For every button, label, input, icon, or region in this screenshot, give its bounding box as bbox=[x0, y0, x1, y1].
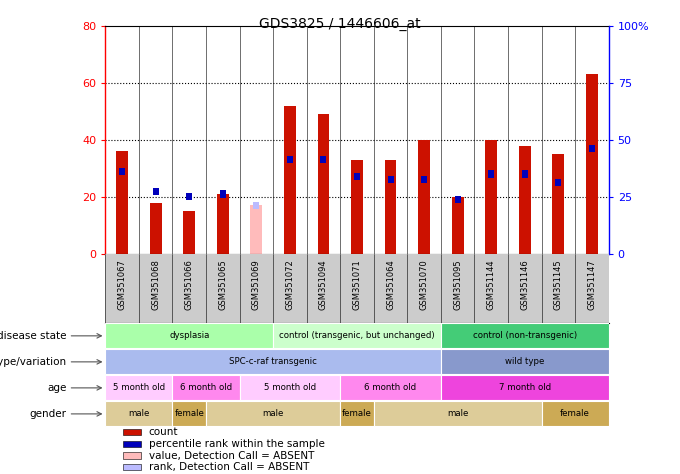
Text: gender: gender bbox=[30, 409, 67, 419]
Text: GSM351072: GSM351072 bbox=[286, 259, 294, 310]
Text: control (transgenic, but unchanged): control (transgenic, but unchanged) bbox=[279, 331, 435, 340]
Text: female: female bbox=[342, 410, 372, 419]
Bar bbox=[586, 74, 598, 254]
Text: wild type: wild type bbox=[505, 357, 545, 366]
Bar bbox=[184, 211, 195, 254]
Bar bbox=[239, 375, 340, 401]
Bar bbox=[217, 194, 228, 254]
Text: dysplasia: dysplasia bbox=[169, 331, 209, 340]
Bar bbox=[354, 173, 360, 181]
Bar bbox=[374, 401, 541, 427]
Bar bbox=[186, 193, 192, 201]
Text: age: age bbox=[48, 383, 67, 393]
Text: GSM351066: GSM351066 bbox=[185, 259, 194, 310]
Text: 5 month old: 5 month old bbox=[113, 383, 165, 392]
Bar bbox=[421, 176, 427, 183]
Bar bbox=[589, 145, 595, 152]
Bar bbox=[123, 441, 141, 447]
Text: SPC-c-raf transgenic: SPC-c-raf transgenic bbox=[229, 357, 317, 366]
Text: GSM351069: GSM351069 bbox=[252, 259, 261, 310]
Bar bbox=[486, 140, 497, 254]
Text: female: female bbox=[174, 410, 204, 419]
Text: genotype/variation: genotype/variation bbox=[0, 357, 67, 367]
Text: GSM351068: GSM351068 bbox=[151, 259, 160, 310]
Text: GSM351146: GSM351146 bbox=[520, 259, 529, 310]
Text: rank, Detection Call = ABSENT: rank, Detection Call = ABSENT bbox=[148, 462, 309, 472]
Text: GSM351144: GSM351144 bbox=[487, 259, 496, 310]
Bar bbox=[552, 154, 564, 254]
Bar bbox=[105, 349, 441, 374]
Text: male: male bbox=[129, 410, 150, 419]
Text: GSM351147: GSM351147 bbox=[588, 259, 596, 310]
Bar bbox=[153, 188, 158, 195]
Text: male: male bbox=[262, 410, 284, 419]
Text: GSM351095: GSM351095 bbox=[453, 259, 462, 310]
Bar bbox=[418, 140, 430, 254]
Text: GSM351145: GSM351145 bbox=[554, 259, 563, 310]
Bar bbox=[123, 452, 141, 459]
Text: disease state: disease state bbox=[0, 331, 67, 341]
Bar bbox=[441, 349, 609, 374]
Bar bbox=[220, 191, 226, 198]
Bar bbox=[441, 375, 609, 401]
Text: count: count bbox=[148, 427, 178, 438]
Bar bbox=[105, 323, 273, 348]
Text: GDS3825 / 1446606_at: GDS3825 / 1446606_at bbox=[259, 17, 421, 31]
Text: GSM351094: GSM351094 bbox=[319, 259, 328, 310]
Bar bbox=[522, 171, 528, 178]
Bar bbox=[340, 401, 374, 427]
Bar bbox=[150, 202, 162, 254]
Bar bbox=[284, 106, 296, 254]
Bar bbox=[340, 375, 441, 401]
Bar bbox=[250, 205, 262, 254]
Bar bbox=[318, 114, 329, 254]
Text: GSM351065: GSM351065 bbox=[218, 259, 227, 310]
Bar bbox=[320, 156, 326, 164]
Text: control (non-transgenic): control (non-transgenic) bbox=[473, 331, 577, 340]
Bar bbox=[206, 401, 340, 427]
Bar bbox=[519, 146, 530, 254]
Text: GSM351071: GSM351071 bbox=[352, 259, 362, 310]
Bar bbox=[455, 196, 460, 203]
Bar bbox=[385, 160, 396, 254]
Text: female: female bbox=[560, 410, 590, 419]
Bar bbox=[441, 323, 609, 348]
Bar bbox=[123, 464, 141, 470]
Bar bbox=[488, 171, 494, 178]
Bar bbox=[273, 323, 441, 348]
Bar bbox=[173, 401, 206, 427]
Text: 6 month old: 6 month old bbox=[364, 383, 417, 392]
Bar bbox=[173, 375, 239, 401]
Bar bbox=[105, 375, 173, 401]
Text: male: male bbox=[447, 410, 469, 419]
Bar bbox=[541, 401, 609, 427]
Text: 6 month old: 6 month old bbox=[180, 383, 232, 392]
Text: percentile rank within the sample: percentile rank within the sample bbox=[148, 439, 324, 449]
Text: GSM351064: GSM351064 bbox=[386, 259, 395, 310]
Text: 7 month old: 7 month old bbox=[498, 383, 551, 392]
Bar bbox=[254, 202, 259, 209]
Bar bbox=[452, 197, 464, 254]
Bar bbox=[123, 429, 141, 436]
Bar bbox=[116, 151, 128, 254]
Bar bbox=[119, 168, 125, 175]
Text: value, Detection Call = ABSENT: value, Detection Call = ABSENT bbox=[148, 450, 314, 461]
Text: 5 month old: 5 month old bbox=[264, 383, 316, 392]
Bar bbox=[388, 176, 394, 183]
Bar bbox=[351, 160, 363, 254]
Text: GSM351067: GSM351067 bbox=[118, 259, 126, 310]
Bar bbox=[287, 156, 293, 164]
Bar bbox=[556, 179, 561, 186]
Bar bbox=[105, 401, 173, 427]
Text: GSM351070: GSM351070 bbox=[420, 259, 428, 310]
